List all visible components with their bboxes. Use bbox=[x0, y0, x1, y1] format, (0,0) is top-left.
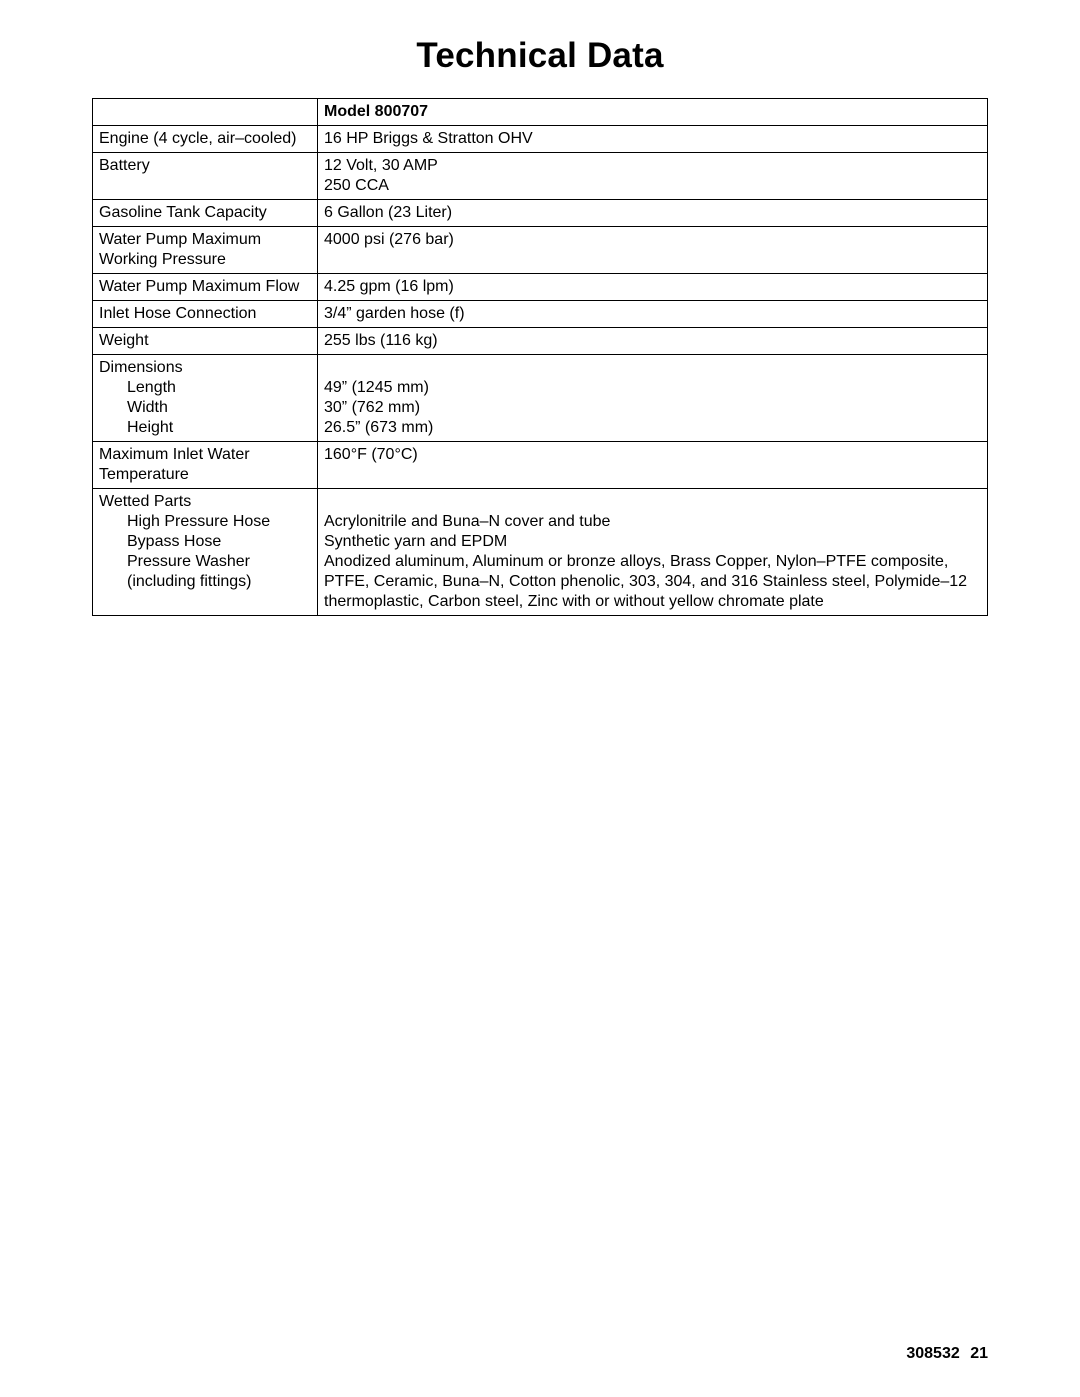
wetted-sub2: Bypass Hose bbox=[99, 532, 311, 552]
table-row: Engine (4 cycle, air–cooled) 16 HP Brigg… bbox=[93, 126, 988, 153]
table-row: Inlet Hose Connection 3/4” garden hose (… bbox=[93, 301, 988, 328]
dimensions-sub-length: Length bbox=[99, 378, 311, 398]
table-row: Weight 255 lbs (116 kg) bbox=[93, 328, 988, 355]
header-model: Model 800707 bbox=[318, 99, 988, 126]
wetted-sub3-line1: Pressure Washer bbox=[99, 552, 311, 572]
row-value-pump-flow: 4.25 gpm (16 lpm) bbox=[318, 274, 988, 301]
dimensions-sub-width: Width bbox=[99, 398, 311, 418]
table-row: Wetted Parts High Pressure Hose Bypass H… bbox=[93, 489, 988, 616]
table-row: Water Pump Maximum Working Pressure 4000… bbox=[93, 227, 988, 274]
page: Technical Data Model 800707 Engine (4 cy… bbox=[0, 0, 1080, 1397]
page-footer: 308532 21 bbox=[906, 1345, 988, 1363]
row-value-inlet-hose: 3/4” garden hose (f) bbox=[318, 301, 988, 328]
header-empty bbox=[93, 99, 318, 126]
table-row: Maximum Inlet Water Temperature 160°F (7… bbox=[93, 442, 988, 489]
dimensions-val-height: 26.5” (673 mm) bbox=[324, 419, 433, 436]
row-label-weight: Weight bbox=[93, 328, 318, 355]
row-value-battery: 12 Volt, 30 AMP 250 CCA bbox=[318, 153, 988, 200]
row-value-pump-pressure: 4000 psi (276 bar) bbox=[318, 227, 988, 274]
table-row: Dimensions Length Width Height 49” (1245… bbox=[93, 355, 988, 442]
row-label-pump-pressure: Water Pump Maximum Working Pressure bbox=[93, 227, 318, 274]
wetted-val2: Synthetic yarn and EPDM bbox=[324, 533, 507, 550]
row-value-weight: 255 lbs (116 kg) bbox=[318, 328, 988, 355]
wetted-sub3-line2: (including fittings) bbox=[99, 572, 311, 592]
table-row: Gasoline Tank Capacity 6 Gallon (23 Lite… bbox=[93, 200, 988, 227]
row-value-dimensions: 49” (1245 mm) 30” (762 mm) 26.5” (673 mm… bbox=[318, 355, 988, 442]
row-label-battery: Battery bbox=[93, 153, 318, 200]
dimensions-val-length: 49” (1245 mm) bbox=[324, 379, 429, 396]
technical-data-table: Model 800707 Engine (4 cycle, air–cooled… bbox=[92, 98, 988, 616]
table-row: Water Pump Maximum Flow 4.25 gpm (16 lpm… bbox=[93, 274, 988, 301]
row-label-gasoline: Gasoline Tank Capacity bbox=[93, 200, 318, 227]
battery-line1: 12 Volt, 30 AMP bbox=[324, 157, 438, 174]
row-label-pump-flow: Water Pump Maximum Flow bbox=[93, 274, 318, 301]
wetted-heading: Wetted Parts bbox=[99, 493, 191, 510]
wetted-val1: Acrylonitrile and Buna–N cover and tube bbox=[324, 513, 610, 530]
row-label-dimensions: Dimensions Length Width Height bbox=[93, 355, 318, 442]
table-header-row: Model 800707 bbox=[93, 99, 988, 126]
dimensions-val-width: 30” (762 mm) bbox=[324, 399, 420, 416]
row-label-wetted-parts: Wetted Parts High Pressure Hose Bypass H… bbox=[93, 489, 318, 616]
dimensions-sub-height: Height bbox=[99, 418, 311, 438]
table-row: Battery 12 Volt, 30 AMP 250 CCA bbox=[93, 153, 988, 200]
wetted-sub1: High Pressure Hose bbox=[99, 512, 311, 532]
wetted-val3: Anodized aluminum, Aluminum or bronze al… bbox=[324, 553, 967, 610]
row-label-inlet-hose: Inlet Hose Connection bbox=[93, 301, 318, 328]
page-title: Technical Data bbox=[92, 36, 988, 76]
footer-page-number: 21 bbox=[970, 1345, 988, 1362]
row-value-max-inlet-temp: 160°F (70°C) bbox=[318, 442, 988, 489]
footer-docno: 308532 bbox=[906, 1345, 959, 1362]
battery-line2: 250 CCA bbox=[324, 177, 389, 194]
row-label-engine: Engine (4 cycle, air–cooled) bbox=[93, 126, 318, 153]
dimensions-heading: Dimensions bbox=[99, 359, 183, 376]
row-value-wetted-parts: Acrylonitrile and Buna–N cover and tube … bbox=[318, 489, 988, 616]
row-value-gasoline: 6 Gallon (23 Liter) bbox=[318, 200, 988, 227]
row-value-engine: 16 HP Briggs & Stratton OHV bbox=[318, 126, 988, 153]
row-label-max-inlet-temp: Maximum Inlet Water Temperature bbox=[93, 442, 318, 489]
